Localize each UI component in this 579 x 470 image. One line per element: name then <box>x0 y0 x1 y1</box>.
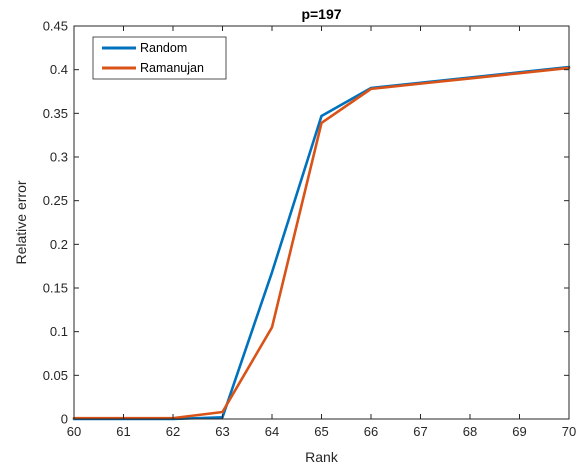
y-tick-label: 0 <box>61 412 68 427</box>
legend-box <box>92 36 227 80</box>
plot-area <box>74 26 569 419</box>
y-axis-label: Relative error <box>13 180 29 264</box>
y-tick-label: 0.4 <box>50 62 68 77</box>
x-tick-label: 61 <box>116 424 130 439</box>
chart-title: p=197 <box>301 6 341 22</box>
x-tick-label: 66 <box>364 424 378 439</box>
x-tick-label: 69 <box>512 424 526 439</box>
x-tick-label: 62 <box>166 424 180 439</box>
x-tick-label: 64 <box>265 424 279 439</box>
y-tick-label: 0.1 <box>50 324 68 339</box>
y-tick-label: 0.35 <box>43 106 68 121</box>
legend: Random Ramanujan <box>92 36 227 80</box>
x-tick-label: 60 <box>67 424 81 439</box>
legend-label-random: Random <box>140 41 187 55</box>
x-tick-label: 67 <box>413 424 427 439</box>
x-tick-label: 65 <box>314 424 328 439</box>
series-line-ramanujan <box>72 66 571 420</box>
y-tick-label: 0.25 <box>43 193 68 208</box>
legend-label-ramanujan: Ramanujan <box>140 61 204 75</box>
x-tick-label: 70 <box>562 424 576 439</box>
tick-layer: 60 61 62 63 64 65 66 67 68 69 70 0 0.05 0.1 0.15 0.2 0.2… <box>43 19 577 440</box>
y-tick-label: 0.15 <box>43 281 68 296</box>
y-tick-label: 0.45 <box>43 19 68 34</box>
x-tick-label: 63 <box>215 424 229 439</box>
x-tick-label: 68 <box>463 424 477 439</box>
y-tick-label: 0.2 <box>50 237 68 252</box>
y-tick-label: 0.3 <box>50 150 68 165</box>
y-tick-label: 0.05 <box>43 368 68 383</box>
x-axis-label: Rank <box>305 449 339 465</box>
